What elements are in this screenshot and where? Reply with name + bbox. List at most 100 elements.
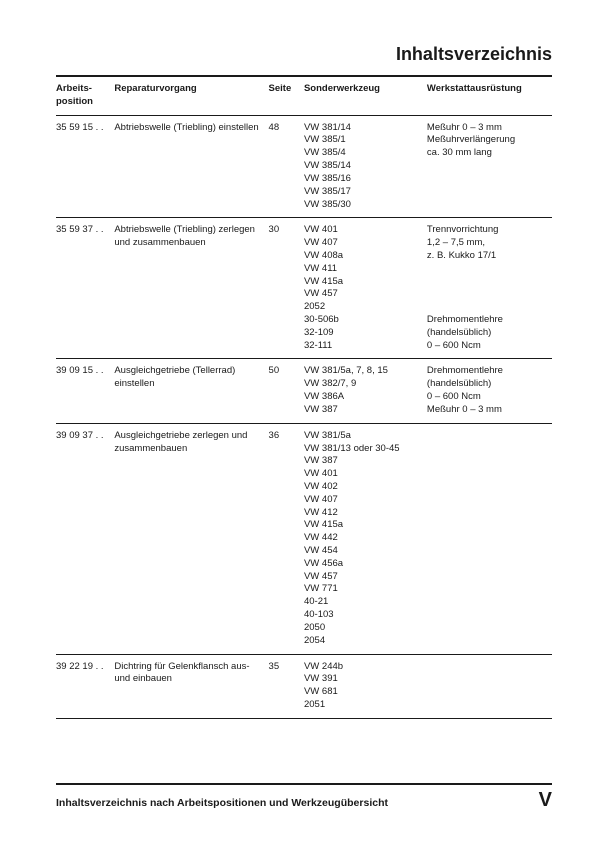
th-rep: Reparaturvorgang [114,77,268,115]
table-row: 35 59 37 . .Abtriebswelle (Triebling) ze… [56,218,552,359]
tool-line: 2054 [304,635,423,648]
footer-text: Inhaltsverzeichnis nach Arbeitspositione… [56,797,388,809]
tool-line: 2052 [304,301,423,314]
equip-line [427,276,548,289]
equip-line [427,288,548,301]
cell-equip: Meßuhr 0 – 3 mmMeßuhrverlängerungca. 30 … [427,115,552,218]
tool-line: VW 387 [304,455,423,468]
cell-pos: 35 59 15 . . [56,115,114,218]
rule-bottom [56,783,552,785]
th-tool: Sonderwerkzeug [304,77,427,115]
cell-tool: VW 401VW 407VW 408aVW 411VW 415aVW 45720… [304,218,427,359]
equip-line: 0 – 600 Ncm [427,391,548,404]
equip-line: Trennvorrichtung [427,224,548,237]
cell-rep: Ausgleichgetriebe zerlegen und zusammenb… [114,423,268,654]
equip-line: Drehmomentlehre [427,314,548,327]
cell-equip: Drehmomentlehre(handelsüblich)0 – 600 Nc… [427,359,552,423]
cell-equip [427,654,552,718]
tool-line: VW 457 [304,571,423,584]
tool-line: VW 385/30 [304,199,423,212]
cell-tool: VW 381/5aVW 381/13 oder 30-45VW 387VW 40… [304,423,427,654]
cell-rep: Abtriebswelle (Triebling) einstellen [114,115,268,218]
equip-line: (handelsüblich) [427,378,548,391]
tool-line: VW 411 [304,263,423,276]
tool-line: VW 457 [304,288,423,301]
tool-line: VW 387 [304,404,423,417]
tool-line: VW 385/17 [304,186,423,199]
cell-page: 48 [269,115,304,218]
tool-line: VW 244b [304,661,423,674]
page-title: Inhaltsverzeichnis [56,44,552,65]
cell-page: 30 [269,218,304,359]
tool-line: VW 381/13 oder 30-45 [304,443,423,456]
th-page: Seite [269,77,304,115]
tool-line: VW 771 [304,583,423,596]
tool-line: VW 386A [304,391,423,404]
tool-line: 30-506b [304,314,423,327]
tool-line: 32-109 [304,327,423,340]
tool-line: VW 407 [304,494,423,507]
equip-line: ca. 30 mm lang [427,147,548,160]
th-pos: Arbeits- position [56,77,114,115]
tool-line: 40-21 [304,596,423,609]
equip-line: 0 – 600 Ncm [427,340,548,353]
tool-line: VW 407 [304,237,423,250]
equip-line: (handelsüblich) [427,327,548,340]
tool-line: VW 408a [304,250,423,263]
cell-tool: VW 381/14VW 385/1VW 385/4VW 385/14VW 385… [304,115,427,218]
tool-line: VW 381/5a, 7, 8, 15 [304,365,423,378]
tool-line: VW 382/7, 9 [304,378,423,391]
cell-equip: Trennvorrichtung1,2 – 7,5 mm,z. B. Kukko… [427,218,552,359]
cell-page: 50 [269,359,304,423]
tool-line: VW 381/5a [304,430,423,443]
tool-line: 2051 [304,699,423,712]
equip-line: Meßuhr 0 – 3 mm [427,404,548,417]
equip-line: Meßuhr 0 – 3 mm [427,122,548,135]
cell-page: 36 [269,423,304,654]
tool-line: 32-111 [304,340,423,353]
table-row: 39 09 15 . .Ausgleichgetriebe (Tellerrad… [56,359,552,423]
cell-rep: Abtriebswelle (Triebling) zerlegen und z… [114,218,268,359]
equip-line [427,301,548,314]
page: Inhaltsverzeichnis Arbeits- position Rep… [0,0,600,848]
cell-tool: VW 381/5a, 7, 8, 15VW 382/7, 9VW 386AVW … [304,359,427,423]
tool-line: 40-103 [304,609,423,622]
cell-pos: 39 09 15 . . [56,359,114,423]
equip-line: z. B. Kukko 17/1 [427,250,548,263]
cell-pos: 39 22 19 . . [56,654,114,718]
equip-line: 1,2 – 7,5 mm, [427,237,548,250]
cell-rep: Ausgleichgetriebe (Tellerrad) einstellen [114,359,268,423]
tool-line: VW 442 [304,532,423,545]
tool-line: VW 456a [304,558,423,571]
tool-line: VW 454 [304,545,423,558]
cell-tool: VW 244bVW 391VW 6812051 [304,654,427,718]
tool-line: VW 415a [304,276,423,289]
tool-line: VW 391 [304,673,423,686]
footer: Inhaltsverzeichnis nach Arbeitspositione… [56,783,552,812]
tool-line: VW 401 [304,224,423,237]
table-row: 39 22 19 . .Dichtring für Gelenkflansch … [56,654,552,718]
equip-line: Meßuhrverlängerung [427,134,548,147]
equip-line [427,263,548,276]
page-number: V [539,789,552,812]
tool-line: VW 401 [304,468,423,481]
cell-equip [427,423,552,654]
tool-line: VW 385/14 [304,160,423,173]
tool-line: VW 385/16 [304,173,423,186]
toc-table: Arbeits- position Reparaturvorgang Seite… [56,77,552,719]
cell-pos: 35 59 37 . . [56,218,114,359]
cell-page: 35 [269,654,304,718]
tool-line: VW 385/1 [304,134,423,147]
equip-line: Drehmomentlehre [427,365,548,378]
tool-line: VW 415a [304,519,423,532]
tool-line: VW 412 [304,507,423,520]
tool-line: VW 681 [304,686,423,699]
table-row: 39 09 37 . .Ausgleichgetriebe zerlegen u… [56,423,552,654]
th-equip: Werkstattausrüstung [427,77,552,115]
tool-line: 2050 [304,622,423,635]
table-row: 35 59 15 . .Abtriebswelle (Triebling) ei… [56,115,552,218]
cell-pos: 39 09 37 . . [56,423,114,654]
table-header-row: Arbeits- position Reparaturvorgang Seite… [56,77,552,115]
tool-line: VW 381/14 [304,122,423,135]
tool-line: VW 402 [304,481,423,494]
